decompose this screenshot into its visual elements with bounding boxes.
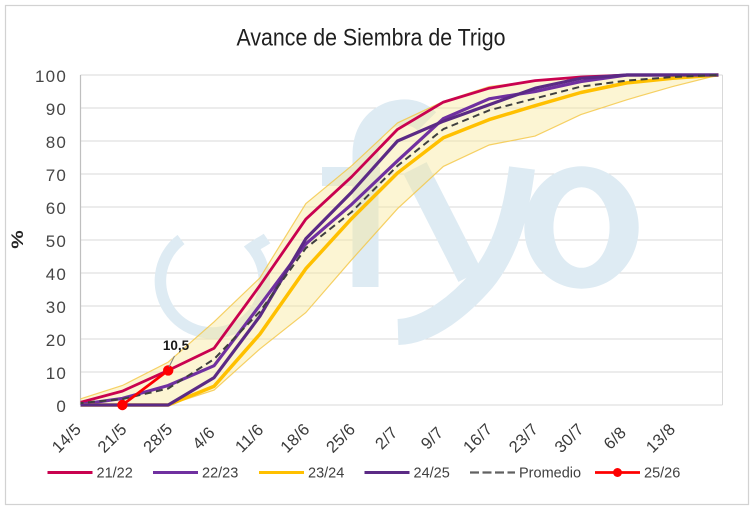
svg-text:25/26: 25/26 [644,466,680,482]
svg-text:10,5: 10,5 [163,338,190,353]
svg-text:Promedio: Promedio [519,466,581,482]
svg-text:23/24: 23/24 [308,466,344,482]
svg-text:%: % [9,230,28,249]
svg-text:0: 0 [56,397,67,416]
svg-text:21/22: 21/22 [97,466,133,482]
svg-text:22/23: 22/23 [202,466,238,482]
svg-text:50: 50 [46,232,67,251]
svg-text:70: 70 [46,166,67,185]
svg-text:30: 30 [46,298,67,317]
svg-text:Avance de Siembra de Trigo: Avance de Siembra de Trigo [237,23,506,50]
svg-text:100: 100 [35,67,67,86]
svg-text:60: 60 [46,199,67,218]
svg-text:20: 20 [46,331,67,350]
svg-text:80: 80 [46,133,67,152]
svg-text:40: 40 [46,265,67,284]
svg-text:24/25: 24/25 [414,466,450,482]
svg-text:90: 90 [46,100,67,119]
svg-text:10: 10 [46,364,67,383]
